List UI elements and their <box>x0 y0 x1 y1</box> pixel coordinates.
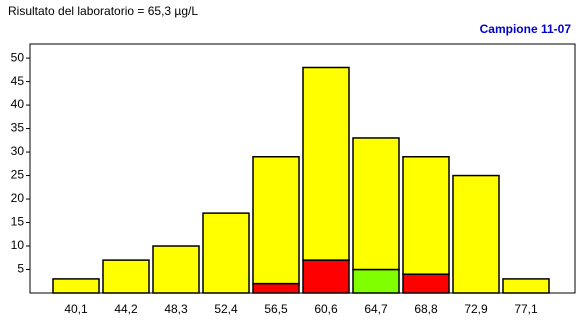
y-tick-label: 35 <box>11 121 25 135</box>
bar-segment <box>402 156 450 275</box>
bar-segment <box>402 273 450 294</box>
y-tick-label: 10 <box>11 238 25 252</box>
y-tick-label: 5 <box>17 262 24 276</box>
bar-segment <box>102 259 150 294</box>
bar-segment <box>352 137 400 271</box>
y-tick-label: 15 <box>11 215 25 229</box>
bar-segment <box>252 156 300 285</box>
x-tick-label: 60,6 <box>314 302 338 316</box>
y-tick-label: 45 <box>11 74 25 88</box>
bar-segment <box>452 174 500 294</box>
x-tick-label: 77,1 <box>514 302 538 316</box>
x-tick-label: 52,4 <box>214 302 238 316</box>
bar-segment <box>52 278 100 294</box>
x-tick-label: 72,9 <box>464 302 488 316</box>
bar-segment <box>352 268 400 294</box>
bar-segment <box>502 278 550 294</box>
x-tick-label: 40,1 <box>64 302 88 316</box>
x-tick-label: 56,5 <box>264 302 288 316</box>
y-tick-label: 50 <box>11 50 25 64</box>
y-tick-label: 30 <box>11 144 25 158</box>
bar-segment <box>252 282 300 294</box>
bar-segment <box>202 212 250 294</box>
x-tick-label: 44,2 <box>114 302 138 316</box>
x-tick-label: 68,8 <box>414 302 438 316</box>
bar-segment <box>302 259 350 294</box>
x-tick-label: 48,3 <box>164 302 188 316</box>
x-tick-label: 64,7 <box>364 302 388 316</box>
y-tick-label: 40 <box>11 97 25 111</box>
y-tick-label: 20 <box>11 191 25 205</box>
chart-subtitle: Campione 11-07 <box>480 22 572 36</box>
y-tick-label: 25 <box>11 168 25 182</box>
bar-segment <box>152 245 200 294</box>
chart-title: Risultato del laboratorio = 65,3 µg/L <box>8 4 198 18</box>
bar-segment <box>302 66 350 261</box>
